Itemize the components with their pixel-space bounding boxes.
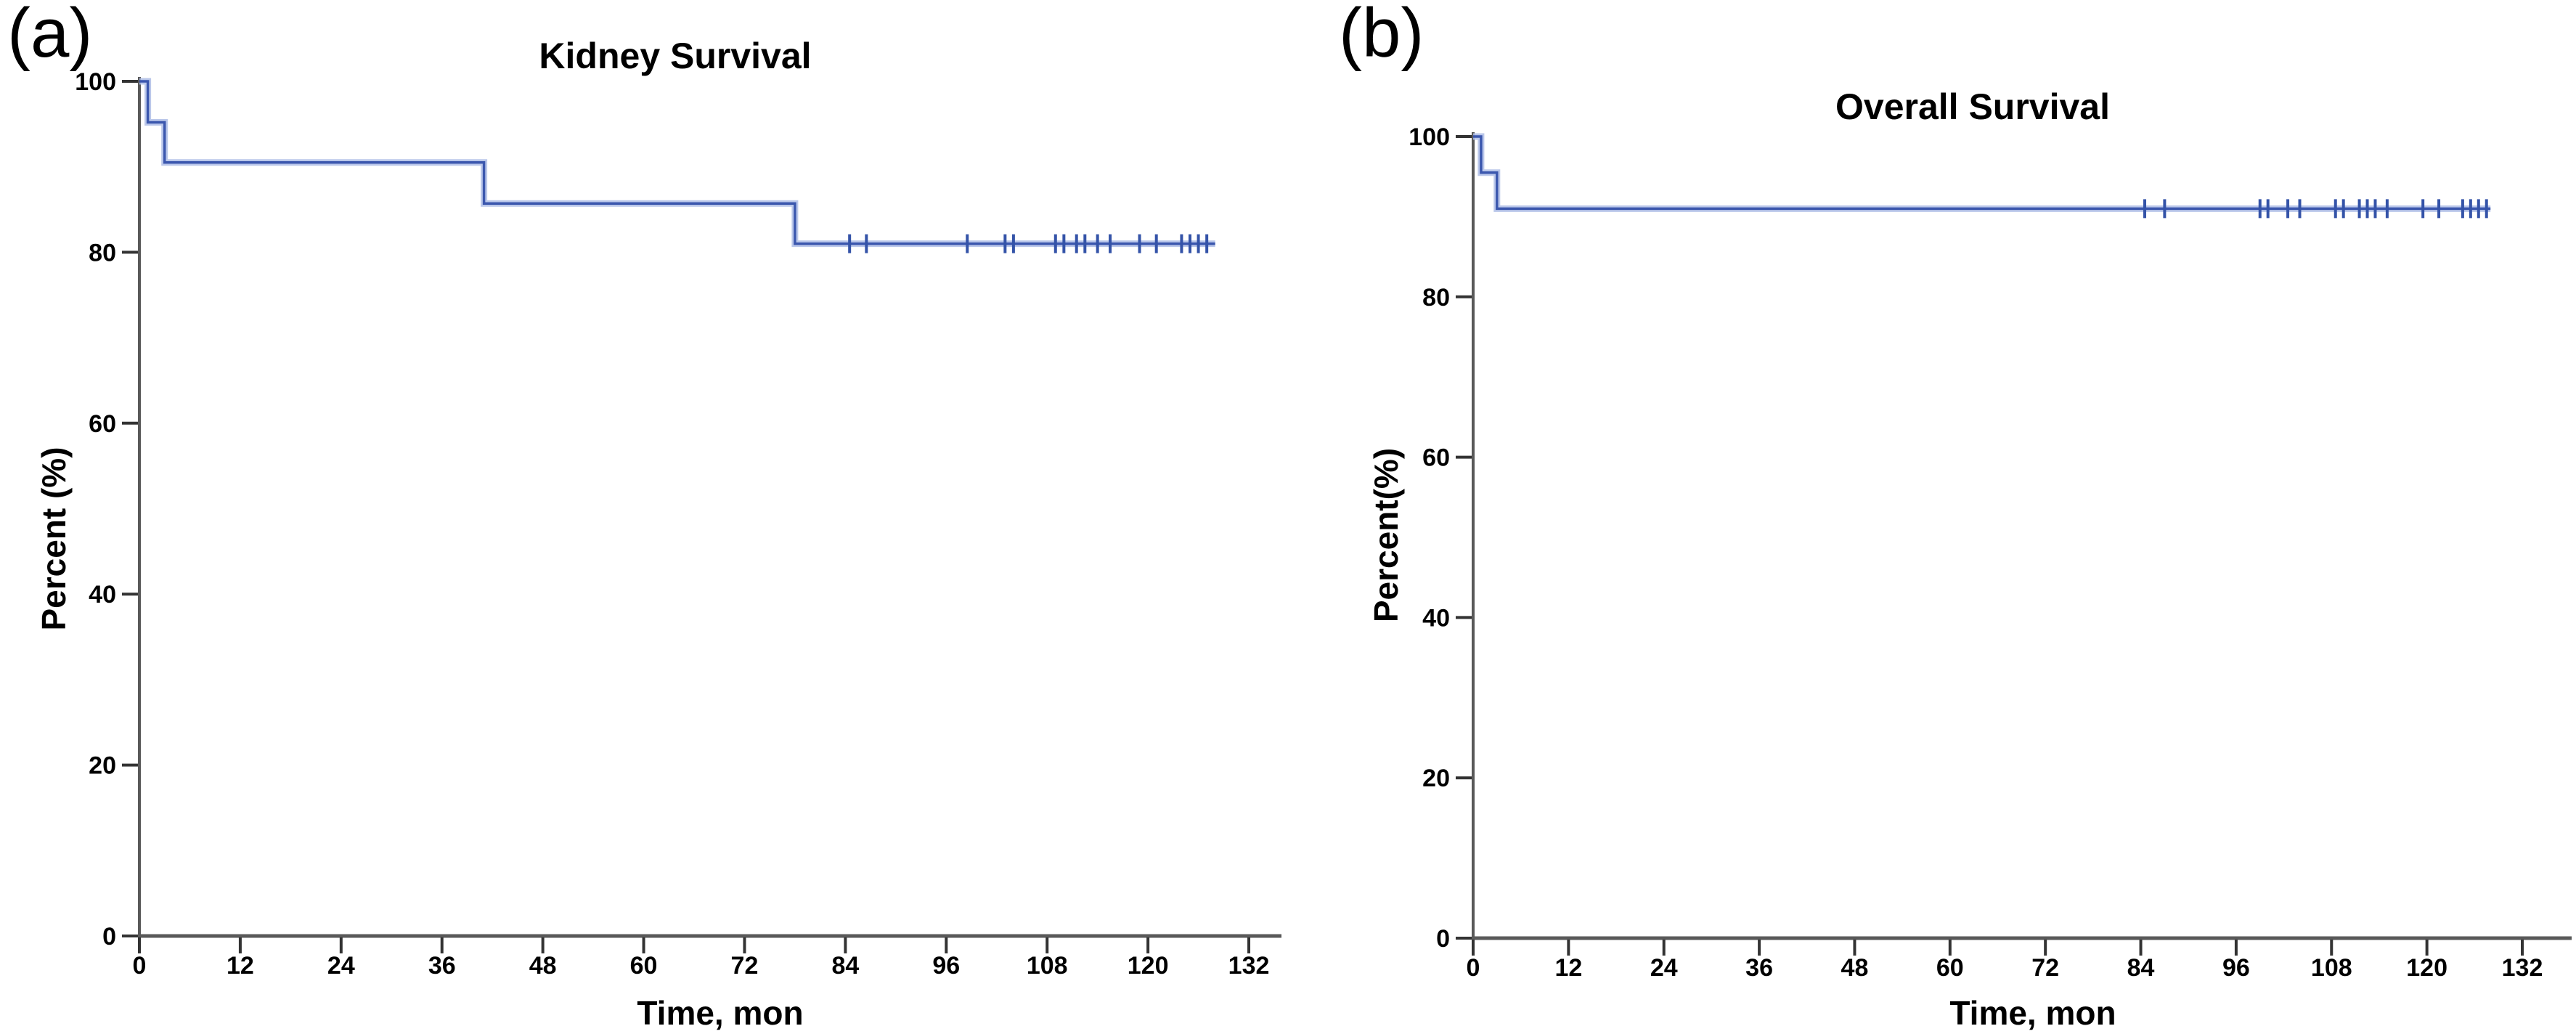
x-tick-label: 24 (1650, 954, 1678, 982)
y-axis-ticks: 0 20 40 60 80 100 (1409, 123, 1472, 953)
x-tick-label: 12 (227, 952, 254, 980)
survival-curve-line (1473, 135, 2491, 211)
x-tick-label: 120 (2406, 954, 2447, 982)
x-axis-ticks: 0 12 24 36 48 60 72 84 96 108 120 132 (1467, 940, 2543, 982)
survival-curve-line (139, 80, 1215, 245)
x-tick-label: 60 (1936, 954, 1964, 982)
x-tick-label: 132 (1228, 952, 1270, 980)
panel-b-plot: 0 12 24 36 48 60 72 84 96 108 120 132 0 20 40 60 80 100 (1409, 123, 2572, 982)
axes (138, 77, 1281, 938)
x-tick-label: 120 (1128, 952, 1169, 980)
x-tick-label: 0 (133, 952, 147, 980)
x-tick-label: 84 (831, 952, 859, 980)
y-tick-label: 80 (89, 239, 116, 266)
censor-marks (2143, 199, 2488, 219)
x-tick-label: 96 (932, 952, 960, 980)
x-tick-label: 84 (2127, 954, 2155, 982)
y-tick-label: 100 (75, 68, 116, 96)
survival-curve-halo (1473, 133, 2491, 212)
y-tick-label: 20 (89, 752, 116, 780)
x-tick-label: 24 (327, 952, 355, 980)
axes (1472, 132, 2572, 940)
y-tick-label: 40 (1422, 604, 1450, 632)
survival-curve (139, 78, 1215, 248)
x-tick-label: 72 (2031, 954, 2059, 982)
x-tick-label: 132 (2502, 954, 2543, 982)
panel-b-letter: (b) (1339, 0, 1424, 72)
y-tick-label: 80 (1422, 284, 1450, 312)
y-tick-label: 0 (1436, 925, 1450, 953)
x-tick-label: 12 (1554, 954, 1582, 982)
y-tick-label: 60 (89, 410, 116, 438)
x-tick-label: 48 (529, 952, 557, 980)
panel-a-letter: (a) (7, 0, 93, 72)
y-tick-label: 40 (89, 581, 116, 608)
censor-marks (848, 234, 1209, 253)
y-tick-label: 100 (1409, 123, 1450, 151)
y-axis-ticks: 0 20 40 60 80 100 (75, 68, 138, 950)
x-tick-label: 0 (1467, 954, 1480, 982)
x-tick-label: 108 (1027, 952, 1068, 980)
y-tick-label: 20 (1422, 765, 1450, 792)
x-tick-label: 36 (428, 952, 456, 980)
x-tick-label: 60 (630, 952, 658, 980)
panel-a: (a) Kidney Survival Percent (%) Time, mo… (7, 0, 1281, 1032)
panel-b: (b) Overall Survival Percent(%) Time, mo… (1292, 0, 2576, 1034)
x-tick-label: 108 (2311, 954, 2352, 982)
panel-a-x-axis-title: Time, mon (637, 994, 804, 1032)
survival-curve (1473, 133, 2491, 212)
x-tick-label: 72 (731, 952, 759, 980)
x-tick-label: 36 (1745, 954, 1773, 982)
x-axis-ticks: 0 12 24 36 48 60 72 84 96 108 120 132 (133, 937, 1270, 980)
panel-a-plot: 0 12 24 36 48 60 72 84 96 108 120 132 0 20 40 60 80 100 (75, 68, 1281, 980)
panel-b-title: Overall Survival (1835, 86, 2111, 127)
y-tick-label: 0 (102, 923, 116, 950)
x-tick-label: 96 (2222, 954, 2250, 982)
panel-b-x-axis-title: Time, mon (1949, 994, 2116, 1032)
x-tick-label: 48 (1841, 954, 1869, 982)
panel-a-title: Kidney Survival (539, 36, 812, 76)
y-tick-label: 60 (1422, 444, 1450, 472)
